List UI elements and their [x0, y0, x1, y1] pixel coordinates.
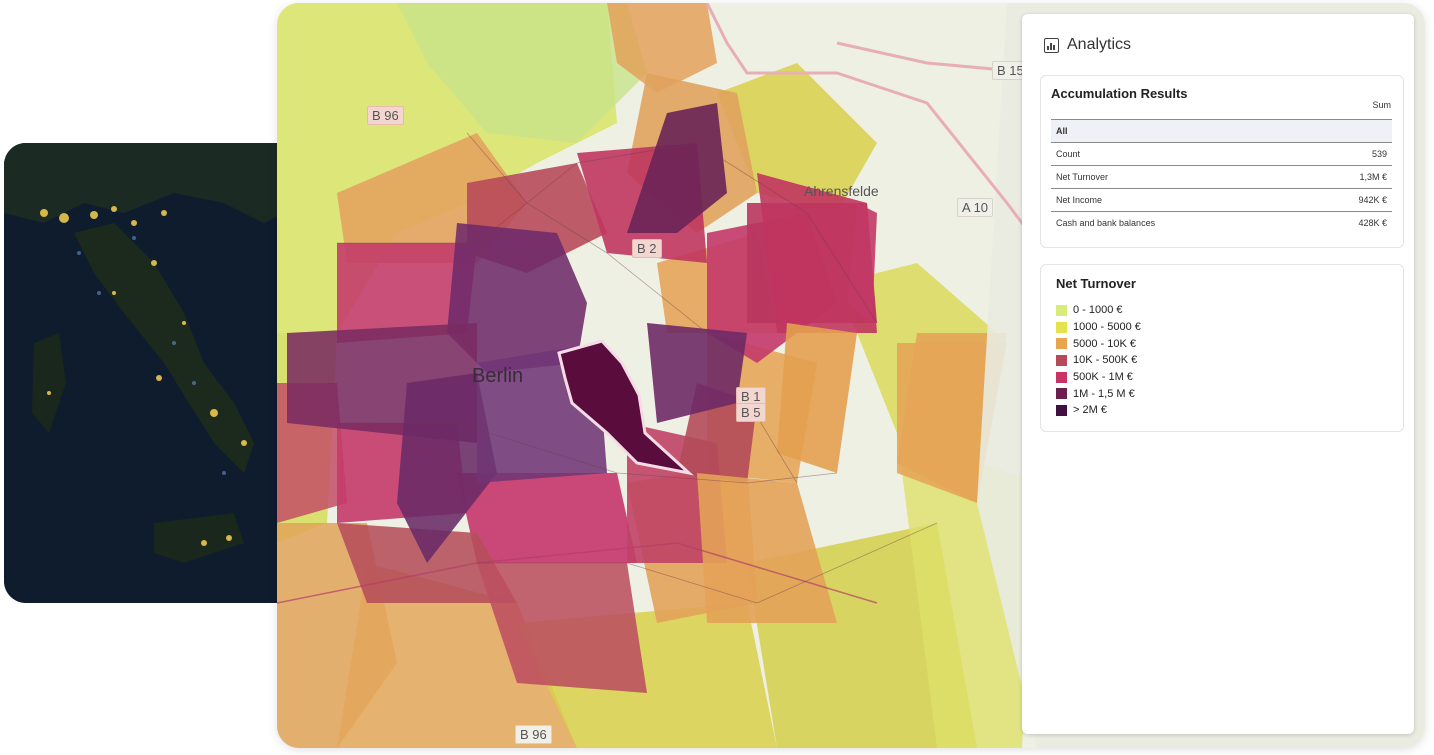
row-label: Cash and bank balances	[1056, 218, 1156, 228]
legend-item[interactable]: 10K - 500K €	[1056, 352, 1141, 369]
table-row: Net Income 942K €	[1051, 188, 1392, 211]
legend-title: Net Turnover	[1056, 276, 1136, 291]
panel-title: Analytics	[1067, 36, 1132, 53]
road-badge-b96-south: B 96	[515, 725, 552, 744]
legend-list: 0 - 1000 € 1000 - 5000 € 5000 - 10K € 10…	[1056, 302, 1141, 419]
accumulation-results-card: Accumulation Results Sum All Count 539 N…	[1040, 75, 1404, 248]
row-value: 428K €	[1358, 218, 1387, 228]
road-badge-b96: B 96	[367, 106, 404, 125]
sum-column-header: Sum	[1372, 100, 1391, 110]
legend-label: 1M - 1,5 M €	[1073, 387, 1135, 400]
table-row: Count 539	[1051, 142, 1392, 165]
row-value: 1,3M €	[1359, 172, 1387, 182]
legend-label: > 2M €	[1073, 404, 1107, 417]
legend-swatch	[1056, 321, 1067, 333]
city-label: Berlin	[472, 365, 524, 387]
legend-label: 500K - 1M €	[1073, 371, 1133, 384]
row-value: 942K €	[1358, 195, 1387, 205]
legend-swatch	[1056, 404, 1067, 416]
satellite-thumbnail	[4, 143, 304, 603]
analytics-panel: Analytics Accumulation Results Sum All C…	[1022, 14, 1414, 734]
net-turnover-legend-card: Net Turnover 0 - 1000 € 1000 - 5000 € 50…	[1040, 264, 1404, 432]
road-badge-b1: B 1	[736, 387, 766, 406]
legend-item[interactable]: 1000 - 5000 €	[1056, 319, 1141, 336]
results-group-label: All	[1056, 126, 1068, 136]
results-group-row[interactable]: All	[1051, 119, 1392, 142]
legend-label: 0 - 1000 €	[1073, 304, 1123, 317]
legend-label: 1000 - 5000 €	[1073, 321, 1141, 334]
legend-item[interactable]: > 2M €	[1056, 402, 1141, 419]
panel-header: Analytics	[1044, 36, 1131, 54]
legend-swatch	[1056, 354, 1067, 366]
table-row: Net Turnover 1,3M €	[1051, 165, 1392, 188]
legend-label: 10K - 500K €	[1073, 354, 1138, 367]
legend-item[interactable]: 1M - 1,5 M €	[1056, 385, 1141, 402]
place-label-ahrensfelde: Ahrensfelde	[804, 183, 879, 199]
results-table: All Count 539 Net Turnover 1,3M € Net In…	[1051, 119, 1392, 234]
legend-swatch	[1056, 388, 1067, 400]
legend-label: 5000 - 10K €	[1073, 337, 1136, 350]
road-badge-a10: A 10	[957, 198, 994, 217]
row-label: Net Income	[1056, 195, 1103, 205]
row-value: 539	[1371, 149, 1387, 159]
road-badge-b2: B 2	[632, 239, 662, 258]
road-badge-b15: B 15	[992, 61, 1029, 80]
legend-item[interactable]: 0 - 1000 €	[1056, 302, 1141, 319]
row-label: Net Turnover	[1056, 172, 1109, 182]
legend-item[interactable]: 500K - 1M €	[1056, 369, 1141, 386]
legend-swatch	[1056, 304, 1067, 316]
bar-chart-icon	[1044, 37, 1059, 53]
results-title: Accumulation Results	[1051, 86, 1188, 101]
road-badge-b5: B 5	[736, 403, 766, 422]
legend-swatch	[1056, 371, 1067, 383]
legend-swatch	[1056, 338, 1067, 350]
row-label: Count	[1056, 149, 1081, 159]
table-row: Cash and bank balances 428K €	[1051, 211, 1392, 234]
legend-item[interactable]: 5000 - 10K €	[1056, 335, 1141, 352]
